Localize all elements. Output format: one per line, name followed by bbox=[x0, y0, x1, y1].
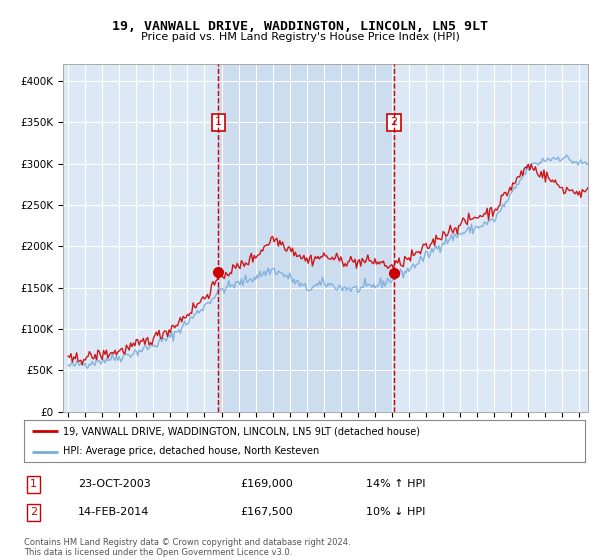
Text: 19, VANWALL DRIVE, WADDINGTON, LINCOLN, LN5 9LT: 19, VANWALL DRIVE, WADDINGTON, LINCOLN, … bbox=[112, 20, 488, 32]
Text: 1: 1 bbox=[30, 479, 37, 489]
Text: HPI: Average price, detached house, North Kesteven: HPI: Average price, detached house, Nort… bbox=[63, 446, 320, 456]
Text: Contains HM Land Registry data © Crown copyright and database right 2024.
This d: Contains HM Land Registry data © Crown c… bbox=[24, 538, 350, 557]
Text: 14-FEB-2014: 14-FEB-2014 bbox=[78, 507, 149, 517]
Text: Price paid vs. HM Land Registry's House Price Index (HPI): Price paid vs. HM Land Registry's House … bbox=[140, 32, 460, 43]
Text: 14% ↑ HPI: 14% ↑ HPI bbox=[366, 479, 425, 489]
Text: £167,500: £167,500 bbox=[240, 507, 293, 517]
Text: 23-OCT-2003: 23-OCT-2003 bbox=[78, 479, 151, 489]
Text: 2: 2 bbox=[30, 507, 37, 517]
Text: £169,000: £169,000 bbox=[240, 479, 293, 489]
Text: 19, VANWALL DRIVE, WADDINGTON, LINCOLN, LN5 9LT (detached house): 19, VANWALL DRIVE, WADDINGTON, LINCOLN, … bbox=[63, 426, 420, 436]
Text: 2: 2 bbox=[391, 117, 398, 127]
Text: 10% ↓ HPI: 10% ↓ HPI bbox=[366, 507, 425, 517]
Bar bbox=[218, 64, 394, 412]
Text: 1: 1 bbox=[215, 117, 222, 127]
